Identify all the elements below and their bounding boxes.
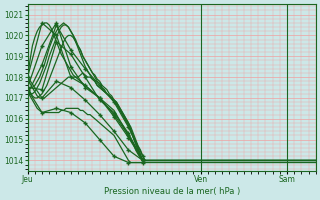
X-axis label: Pression niveau de la mer( hPa ): Pression niveau de la mer( hPa ) (104, 187, 240, 196)
